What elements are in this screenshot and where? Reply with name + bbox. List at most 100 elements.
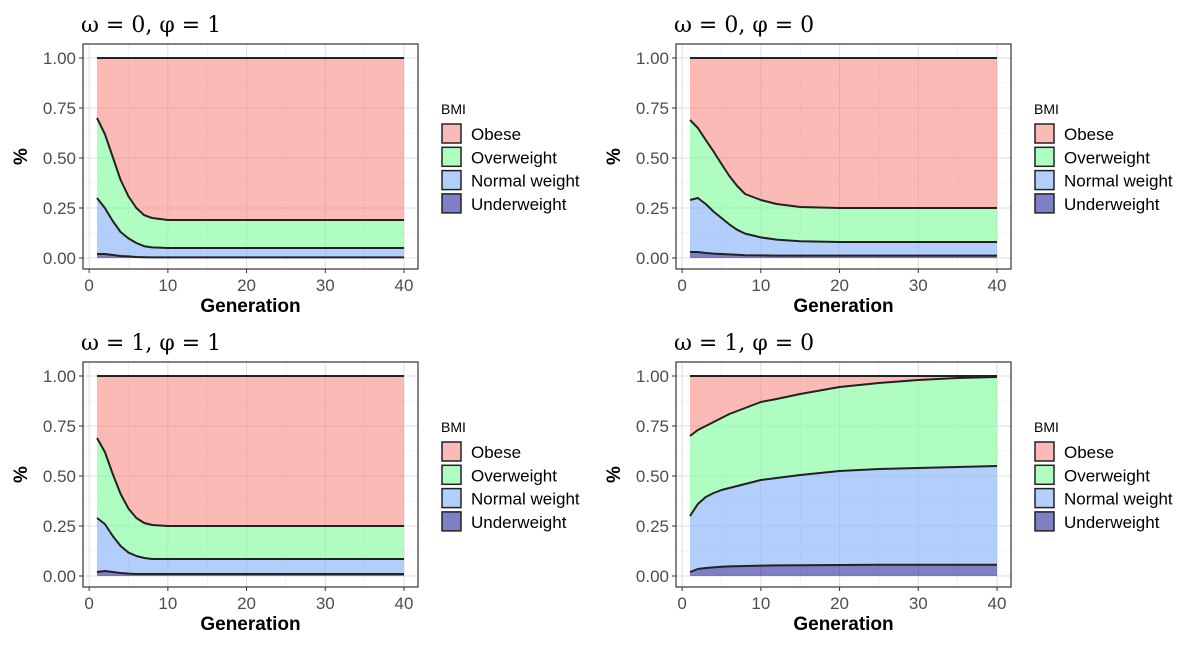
legend-label-overweight: Overweight	[1064, 466, 1150, 485]
legend-label-obese: Obese	[1064, 125, 1114, 144]
chart-title: ω = 1, φ = 0	[674, 331, 814, 356]
area-overweight	[97, 438, 404, 559]
y-tick-label: 0.00	[43, 567, 76, 586]
chart-panel-4: ω = 1, φ = 0 0.00 0.25 0.50 0.75 1.00 0 10 20 30 4…	[604, 331, 1173, 635]
y-tick-label: 1.00	[43, 367, 76, 386]
legend-key-underweight	[1034, 193, 1055, 214]
legend-label-normal-weight: Normal weight	[1064, 172, 1173, 191]
y-tick-label: 0.50	[636, 149, 669, 168]
area-obese	[690, 58, 997, 208]
legend-key-obese	[441, 123, 462, 144]
legend-title: BMI	[441, 101, 466, 117]
panel-border	[82, 43, 419, 270]
chart-title: ω = 0, φ = 0	[674, 13, 814, 38]
legend-label-obese: Obese	[471, 443, 521, 462]
legend-label-normal-weight: Normal weight	[1064, 490, 1173, 509]
area-obese	[690, 376, 997, 436]
legend-key-obese	[1034, 123, 1055, 144]
line-normal-weight	[689, 197, 997, 243]
y-tick-label: 0.25	[43, 517, 76, 536]
legend-key-underweight	[441, 511, 462, 532]
chart-panel-3: ω = 1, φ = 1 0.00 0.25 0.50 0.75 1.00 0 10 20 30 4…	[11, 331, 580, 635]
line-normal-weight	[96, 517, 404, 560]
x-tick-label: 10	[158, 594, 177, 613]
y-tick-label: 1.00	[636, 367, 669, 386]
area-overweight	[97, 118, 404, 248]
x-tick-label: 10	[158, 276, 177, 295]
legend-key-obese	[1034, 441, 1055, 462]
x-tick-label: 20	[830, 276, 849, 295]
line-underweight	[97, 253, 404, 259]
y-tick-label: 0.75	[636, 417, 669, 436]
legend-label-underweight: Underweight	[471, 195, 567, 214]
line-overweight	[689, 119, 997, 209]
line-underweight	[96, 570, 404, 575]
x-axis-label: Generation	[200, 296, 300, 317]
legend: BMI Obese Overweight Normal weight Underweig…	[1034, 101, 1173, 214]
y-axis-label: %	[604, 466, 625, 483]
legend-label-obese: Obese	[471, 125, 521, 144]
line-underweight	[690, 251, 997, 257]
panel-border	[82, 361, 419, 588]
y-tick-label: 1.00	[43, 49, 76, 68]
y-axis-label: %	[604, 148, 625, 165]
chart-panel-2: ω = 0, φ = 0 0.00 0.25 0.50 0.75 1.00 0 10 20 30 4…	[604, 13, 1173, 317]
x-tick-label: 20	[237, 276, 256, 295]
area-normal-weight	[97, 198, 404, 258]
x-tick-label: 20	[830, 594, 849, 613]
y-tick-label: 0.50	[636, 467, 669, 486]
chart-title: ω = 0, φ = 1	[81, 13, 221, 38]
line-normal-weight	[96, 197, 404, 249]
x-tick-label: 40	[395, 276, 414, 295]
legend-key-underweight	[1034, 511, 1055, 532]
x-tick-label: 0	[84, 276, 93, 295]
legend-key-overweight	[1034, 464, 1055, 486]
legend-label-underweight: Underweight	[471, 513, 567, 532]
chart-panel-1: ω = 0, φ = 1 0.00 0.25 0.50 0.75 1.00 0 10 20 30 4…	[11, 13, 580, 317]
legend-key-obese	[441, 441, 462, 462]
x-tick-label: 0	[677, 594, 686, 613]
x-tick-label: 20	[237, 594, 256, 613]
x-axis-label: Generation	[793, 296, 893, 317]
area-obese	[97, 376, 404, 526]
line-underweight	[689, 563, 997, 573]
area-normal-weight	[690, 466, 997, 572]
legend-label-underweight: Underweight	[1064, 513, 1160, 532]
y-tick-label: 0.00	[636, 249, 669, 268]
legend-label-overweight: Overweight	[1064, 148, 1150, 167]
y-tick-label: 0.00	[43, 249, 76, 268]
panel-border	[675, 43, 1012, 270]
legend-label-obese: Obese	[1064, 443, 1114, 462]
x-axis-label: Generation	[793, 614, 893, 635]
legend-key-normal-weight	[1034, 169, 1055, 191]
y-tick-label: 0.25	[636, 199, 669, 218]
y-tick-label: 0.75	[636, 99, 669, 118]
x-tick-label: 10	[751, 594, 770, 613]
x-tick-label: 40	[988, 594, 1007, 613]
y-tick-label: 0.25	[636, 517, 669, 536]
x-axis-label: Generation	[200, 614, 300, 635]
x-tick-label: 30	[909, 276, 928, 295]
legend-label-overweight: Overweight	[471, 148, 557, 167]
legend-key-normal-weight	[441, 169, 462, 191]
x-tick-label: 0	[677, 276, 686, 295]
line-overweight	[689, 376, 998, 437]
legend: BMI Obese Overweight Normal weight Underweig…	[441, 419, 580, 532]
area-overweight	[690, 120, 997, 242]
y-axis-label: %	[11, 466, 32, 483]
x-tick-label: 30	[316, 276, 335, 295]
legend-title: BMI	[441, 419, 466, 435]
y-tick-label: 0.75	[43, 417, 76, 436]
legend-label-normal-weight: Normal weight	[471, 490, 580, 509]
x-tick-label: 10	[751, 276, 770, 295]
y-tick-label: 0.50	[43, 149, 76, 168]
legend-key-overweight	[441, 464, 462, 486]
legend: BMI Obese Overweight Normal weight Underweig…	[1034, 419, 1173, 532]
line-normal-weight	[689, 465, 998, 517]
chart-title: ω = 1, φ = 1	[81, 331, 221, 356]
legend-key-underweight	[441, 193, 462, 214]
legend-label-underweight: Underweight	[1064, 195, 1160, 214]
panel-border	[675, 361, 1012, 588]
legend-title: BMI	[1034, 101, 1059, 117]
